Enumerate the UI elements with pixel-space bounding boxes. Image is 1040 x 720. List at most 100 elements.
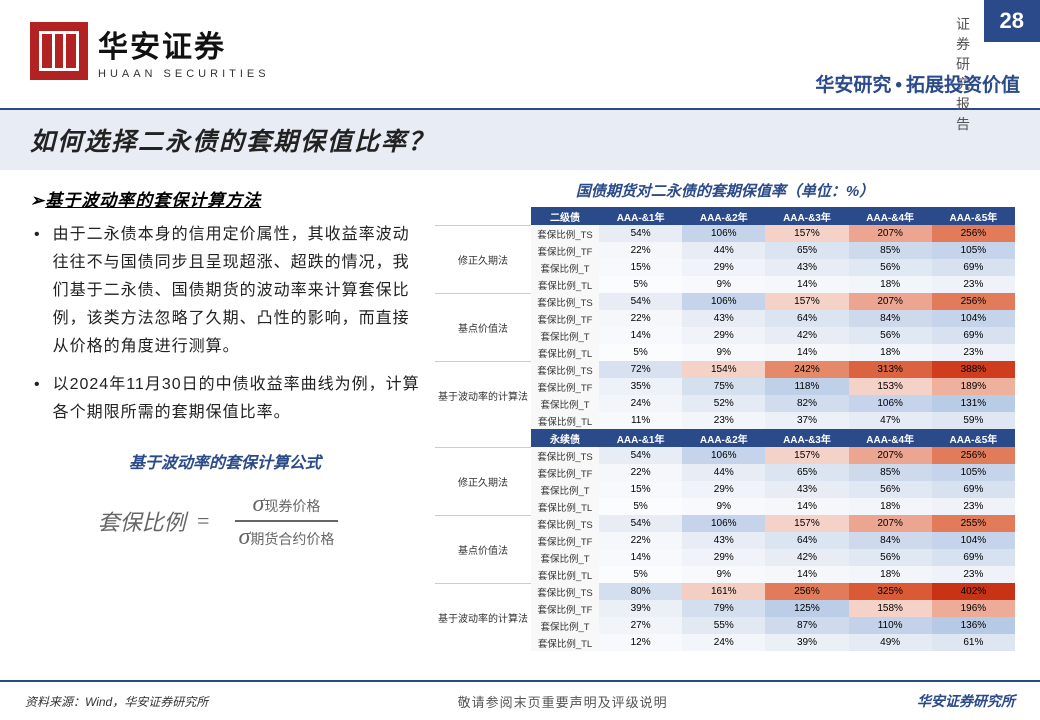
method-heading: 基于波动率的套保计算方法 (30, 186, 420, 211)
table-cell: 64% (765, 310, 848, 327)
table-cell: 5% (599, 566, 682, 583)
table-row: 基点价值法套保比例_TS54%106%157%207%256% (435, 293, 1015, 310)
table-cell: 64% (765, 532, 848, 549)
table-cell: 72% (599, 361, 682, 378)
table-cell: 43% (765, 259, 848, 276)
ratio-label: 套保比例_TS (531, 447, 599, 464)
table-cell: 23% (682, 412, 765, 429)
table-cell: 75% (682, 378, 765, 395)
table-cell: 69% (932, 549, 1015, 566)
ratio-label: 套保比例_TF (531, 464, 599, 481)
table-cell: 157% (765, 447, 848, 464)
table-section-header: 永续债AAA-&1年AAA-&2年AAA-&3年AAA-&4年AAA-&5年 (435, 429, 1015, 447)
table-cell: 14% (765, 566, 848, 583)
ratio-label: 套保比例_TL (531, 498, 599, 515)
table-cell: 69% (932, 481, 1015, 498)
ratio-label: 套保比例_TL (531, 412, 599, 429)
table-cell: 105% (932, 464, 1015, 481)
table-cell: 42% (765, 549, 848, 566)
table-cell: 24% (599, 395, 682, 412)
ratio-label: 套保比例_TS (531, 361, 599, 378)
ratio-label: 套保比例_T (531, 395, 599, 412)
table-cell: 23% (932, 344, 1015, 361)
ratio-label: 套保比例_TS (531, 515, 599, 532)
table-cell: 255% (932, 515, 1015, 532)
table-cell: 39% (599, 600, 682, 617)
table-cell: 35% (599, 378, 682, 395)
table-cell: 85% (849, 242, 932, 259)
table-cell: 65% (765, 464, 848, 481)
table-cell: 54% (599, 225, 682, 242)
formula: 套保比例 = σ现券价格 σ期货合约价格 (30, 489, 420, 553)
table-cell: 125% (765, 600, 848, 617)
table-cell: 18% (849, 276, 932, 293)
table-row: 修正久期法套保比例_TS54%106%157%207%256% (435, 447, 1015, 464)
table-cell: 131% (932, 395, 1015, 412)
hedge-ratio-table: 二级债AAA-&1年AAA-&2年AAA-&3年AAA-&4年AAA-&5年修正… (435, 207, 1015, 651)
method-name: 修正久期法 (435, 225, 531, 293)
table-cell: 42% (765, 327, 848, 344)
table-cell: 154% (682, 361, 765, 378)
ratio-label: 套保比例_TL (531, 634, 599, 651)
table-cell: 54% (599, 515, 682, 532)
table-cell: 153% (849, 378, 932, 395)
table-cell: 22% (599, 242, 682, 259)
table-cell: 136% (932, 617, 1015, 634)
table-cell: 47% (849, 412, 932, 429)
table-cell: 157% (765, 225, 848, 242)
table-cell: 118% (765, 378, 848, 395)
table-cell: 11% (599, 412, 682, 429)
footer-org: 华安证券研究所 (917, 691, 1015, 711)
table-cell: 22% (599, 310, 682, 327)
header: 华安证券 HUAAN SECURITIES 证券研究报告 28 华安研究•拓展投… (0, 0, 1040, 110)
table-cell: 158% (849, 600, 932, 617)
table-cell: 105% (932, 242, 1015, 259)
ratio-label: 套保比例_T (531, 259, 599, 276)
method-name: 基于波动率的计算法 (435, 361, 531, 429)
page-number: 28 (984, 0, 1040, 42)
logo-en: HUAAN SECURITIES (98, 68, 270, 80)
table-cell: 207% (849, 447, 932, 464)
table-cell: 29% (682, 481, 765, 498)
table-title: 国债期货对二永债的套期保值率（单位：%） (435, 180, 1015, 201)
table-cell: 82% (765, 395, 848, 412)
table-cell: 313% (849, 361, 932, 378)
table-cell: 106% (682, 447, 765, 464)
bullet-item: •以2024年11月30日的中债收益率曲线为例，计算各个期限所需的套期保值比率。 (30, 371, 420, 427)
ratio-label: 套保比例_TS (531, 583, 599, 600)
table-cell: 29% (682, 327, 765, 344)
table-cell: 18% (849, 498, 932, 515)
footer: 资料来源：Wind，华安证券研究所 敬请参阅末页重要声明及评级说明 华安证券研究… (0, 680, 1040, 720)
table-cell: 256% (932, 293, 1015, 310)
table-cell: 207% (849, 225, 932, 242)
table-cell: 15% (599, 481, 682, 498)
table-cell: 157% (765, 293, 848, 310)
table-cell: 104% (932, 310, 1015, 327)
table-cell: 9% (682, 344, 765, 361)
table-section-header: 二级债AAA-&1年AAA-&2年AAA-&3年AAA-&4年AAA-&5年 (435, 207, 1015, 225)
table-cell: 9% (682, 498, 765, 515)
method-name: 基于波动率的计算法 (435, 583, 531, 651)
table-cell: 29% (682, 259, 765, 276)
table-cell: 61% (932, 634, 1015, 651)
table-cell: 5% (599, 344, 682, 361)
logo-block: 华安证券 HUAAN SECURITIES (30, 22, 270, 80)
ratio-label: 套保比例_TS (531, 225, 599, 242)
ratio-label: 套保比例_T (531, 549, 599, 566)
table-cell: 27% (599, 617, 682, 634)
logo-cn: 华安证券 (98, 22, 270, 66)
table-cell: 189% (932, 378, 1015, 395)
table-cell: 23% (932, 276, 1015, 293)
table-cell: 106% (682, 515, 765, 532)
method-name: 基点价值法 (435, 293, 531, 361)
table-cell: 54% (599, 447, 682, 464)
table-cell: 106% (849, 395, 932, 412)
table-cell: 14% (765, 276, 848, 293)
ratio-label: 套保比例_TL (531, 276, 599, 293)
table-cell: 84% (849, 310, 932, 327)
table-cell: 18% (849, 566, 932, 583)
table-cell: 388% (932, 361, 1015, 378)
table-cell: 69% (932, 259, 1015, 276)
formula-eq: = (196, 508, 211, 534)
ratio-label: 套保比例_TS (531, 293, 599, 310)
